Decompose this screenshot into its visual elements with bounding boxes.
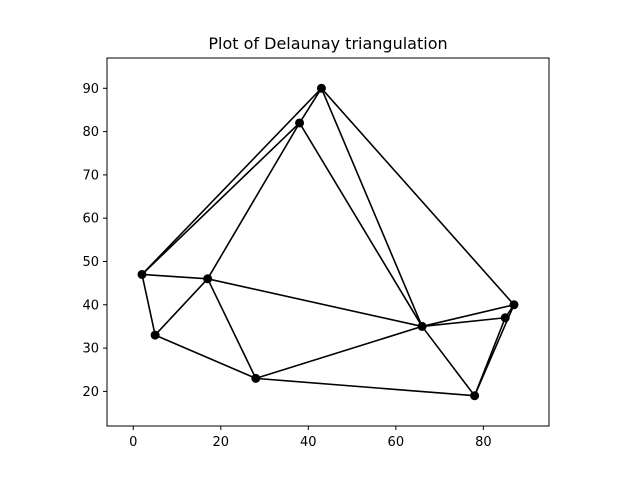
triangulation-edge <box>154 334 257 380</box>
data-point <box>150 330 160 340</box>
y-tick-label: 40 <box>82 298 99 313</box>
triangulation-edge <box>206 277 257 380</box>
data-points <box>137 83 519 401</box>
y-tick-label: 50 <box>82 255 99 270</box>
y-tick-label: 70 <box>82 168 99 183</box>
data-point <box>316 83 326 93</box>
triangulation-edge <box>206 122 301 280</box>
data-point <box>417 321 427 331</box>
triangulation-edge <box>421 316 507 328</box>
y-tick-label: 90 <box>82 82 99 97</box>
triangulation-edge <box>320 87 515 306</box>
triangulation-edge <box>141 273 156 336</box>
y-axis-ticks: 20 30 40 50 60 70 80 90 <box>82 82 107 400</box>
triangulation-edge <box>141 273 209 280</box>
triangulation-edge <box>254 325 423 380</box>
triangulation-edge <box>141 87 323 276</box>
y-tick-label: 20 <box>82 385 99 400</box>
data-point <box>137 269 147 279</box>
triangulation-edge <box>473 316 507 397</box>
triangulation-edge <box>421 303 515 328</box>
y-tick-label: 60 <box>82 212 99 227</box>
x-tick-label: 20 <box>213 435 230 450</box>
data-point <box>509 300 519 310</box>
triangulation-edge <box>154 277 209 336</box>
data-point <box>203 274 213 284</box>
triangulation-edge <box>298 122 423 328</box>
triangulation-edge <box>206 277 423 328</box>
data-point <box>295 118 305 128</box>
chart-title: Plot of Delaunay triangulation <box>208 34 447 53</box>
data-point <box>500 313 510 323</box>
x-tick-label: 80 <box>475 435 492 450</box>
x-tick-label: 0 <box>129 435 137 450</box>
plot-frame <box>106 57 550 427</box>
triangulation-edge <box>298 87 323 124</box>
data-point <box>251 373 261 383</box>
triangulation-edge <box>141 122 301 276</box>
triangulation-edge <box>421 325 476 397</box>
y-tick-label: 80 <box>82 125 99 140</box>
triangulation-edges <box>141 87 515 397</box>
x-axis-ticks: 0 20 40 60 80 <box>129 426 492 450</box>
x-tick-label: 60 <box>388 435 405 450</box>
data-point <box>470 391 480 401</box>
triangulation-edge <box>320 87 423 328</box>
x-tick-label: 40 <box>300 435 317 450</box>
triangulation-edge <box>254 377 476 397</box>
y-tick-label: 30 <box>82 342 99 357</box>
